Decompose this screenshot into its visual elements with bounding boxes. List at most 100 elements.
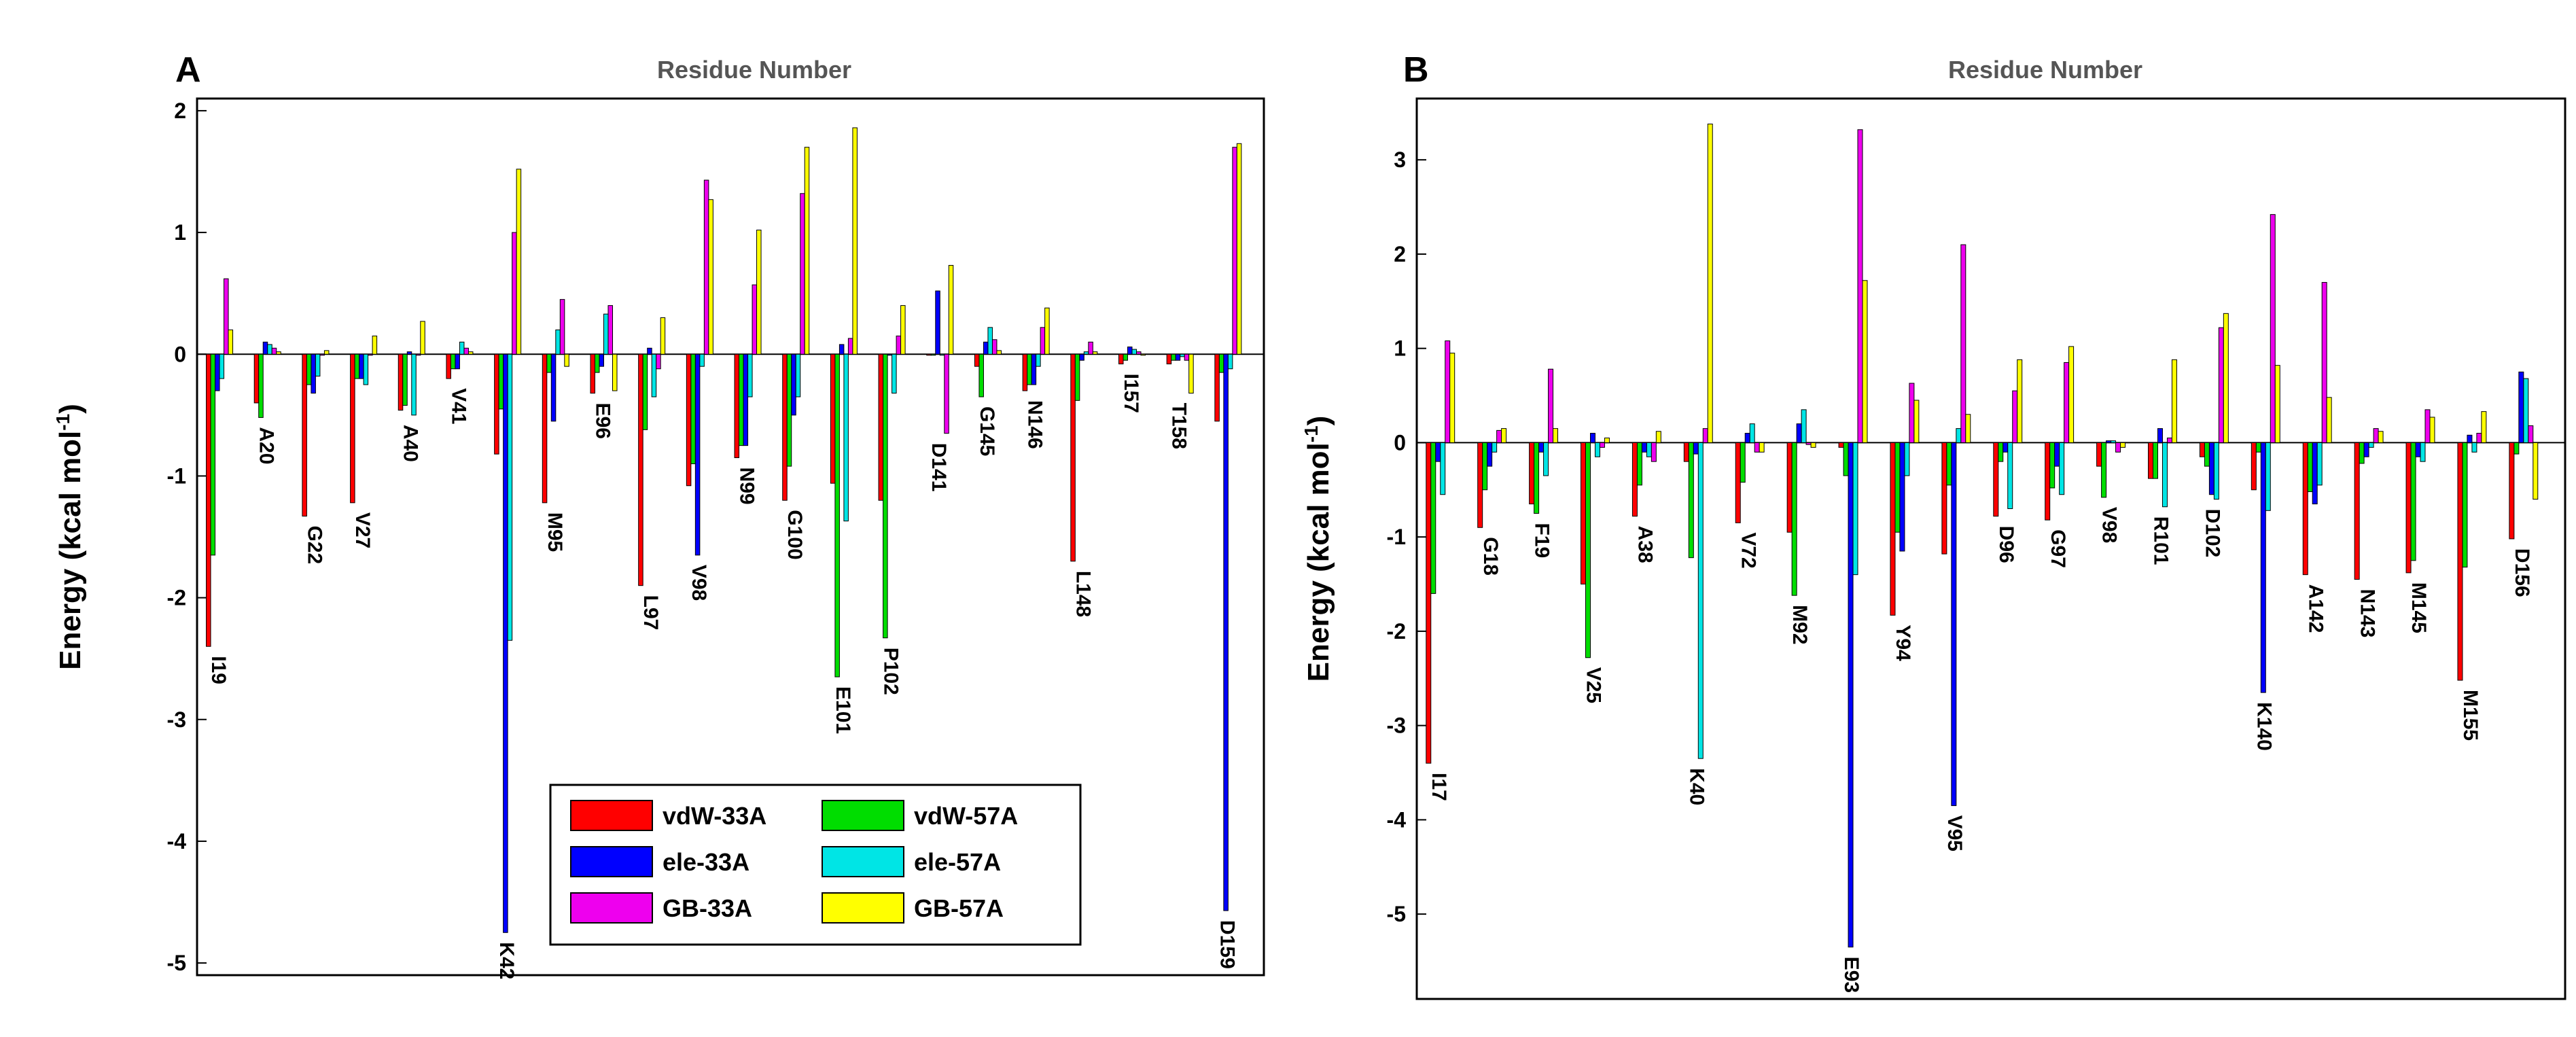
residue-label: E101	[832, 686, 854, 734]
bar-ele-33A-A142	[2312, 442, 2318, 505]
bar-GB-33A-A20	[271, 347, 277, 355]
bar-GB-33A-V25	[1599, 442, 1605, 448]
residue-label: L148	[1072, 571, 1094, 617]
y-tick-label: 0	[174, 342, 186, 366]
bar-vdW-57A-E93	[1843, 442, 1849, 476]
bar-ele-33A-V41	[455, 353, 460, 370]
bar-GB-33A-A38	[1651, 442, 1657, 462]
bar-ele-33A-E101	[839, 344, 845, 355]
bar-ele-57A-A20	[267, 344, 272, 355]
bar-vdW-33A-A38	[1631, 442, 1638, 517]
bar-GB-33A-G97	[2064, 362, 2070, 443]
bar-ele-33A-V72	[1744, 433, 1750, 443]
residue-label: A20	[255, 427, 278, 464]
residue-label: V41	[447, 388, 470, 424]
bar-ele-57A-V98	[2111, 440, 2117, 443]
bar-GB-33A-N146	[1040, 327, 1046, 355]
bar-GB-57A-V98	[2120, 442, 2126, 448]
bar-ele-33A-Y94	[1899, 442, 1905, 552]
bar-vdW-33A-D141	[926, 353, 932, 356]
bar-vdW-33A-P102	[878, 353, 884, 501]
y-tick-label: 0	[1394, 430, 1406, 455]
bar-vdW-33A-K40	[1683, 442, 1689, 462]
y-tick-label: 2	[174, 99, 186, 123]
bar-ele-57A-V72	[1749, 423, 1755, 443]
bar-GB-33A-I17	[1445, 340, 1451, 443]
bar-vdW-33A-V98	[2096, 442, 2102, 467]
bar-ele-33A-E96	[599, 353, 604, 367]
bar-ele-57A-D102	[2213, 442, 2219, 500]
bar-ele-33A-G18	[1487, 442, 1493, 467]
bar-GB-57A-D156	[2533, 442, 2539, 500]
bar-vdW-57A-G100	[786, 353, 792, 467]
bar-ele-57A-V41	[459, 341, 465, 355]
bar-ele-57A-I157	[1131, 349, 1137, 355]
residue-label: G97	[2047, 529, 2069, 568]
bar-GB-57A-L97	[660, 317, 666, 355]
bar-ele-33A-V27	[359, 353, 364, 379]
bar-ele-33A-N146	[1031, 353, 1037, 385]
residue-label: G145	[976, 406, 998, 456]
bar-ele-33A-E93	[1848, 442, 1854, 948]
bar-GB-57A-V27	[372, 335, 378, 355]
y-axis-label: Energy (kcal mol-1)	[1301, 416, 1335, 682]
bar-ele-57A-E101	[843, 353, 849, 522]
bar-ele-57A-E96	[603, 313, 609, 355]
residue-label: I17	[1428, 773, 1450, 801]
bar-GB-57A-I19	[228, 329, 234, 355]
bar-vdW-33A-V25	[1581, 442, 1587, 585]
bar-GB-33A-K42	[512, 232, 517, 355]
bar-ele-33A-G145	[983, 341, 989, 355]
y-tick-label: -4	[1387, 807, 1407, 832]
bar-vdW-57A-A20	[258, 353, 264, 418]
bar-vdW-33A-N99	[734, 353, 740, 459]
y-axis-label-main: Energy (kcal mol	[54, 431, 87, 670]
bar-vdW-33A-E93	[1838, 442, 1844, 448]
bar-GB-33A-M155	[2476, 433, 2482, 443]
bar-vdW-33A-G97	[2045, 442, 2051, 521]
bar-vdW-57A-V25	[1585, 442, 1591, 658]
residue-label: I19	[207, 656, 230, 684]
bar-GB-57A-A142	[2326, 397, 2332, 443]
legend-swatch-ele-57A	[822, 846, 904, 877]
bar-ele-57A-K42	[507, 353, 513, 641]
residue-label: M145	[2407, 582, 2430, 633]
bar-GB-33A-D156	[2528, 425, 2534, 443]
panel-label: A	[175, 50, 201, 90]
bar-GB-57A-A40	[420, 321, 425, 355]
bar-GB-57A-A38	[1655, 431, 1661, 443]
bar-ele-57A-Y94	[1904, 442, 1910, 476]
bar-ele-33A-V25	[1589, 433, 1595, 443]
bar-GB-57A-P102	[900, 305, 906, 355]
bar-ele-33A-N99	[743, 353, 749, 446]
bar-GB-33A-V98	[703, 179, 709, 355]
bar-ele-33A-K140	[2260, 442, 2266, 693]
bar-vdW-57A-D141	[930, 353, 936, 356]
bar-vdW-33A-G22	[302, 353, 307, 517]
bar-ele-33A-I17	[1435, 442, 1441, 462]
bar-vdW-33A-K140	[2251, 442, 2257, 491]
bar-ele-57A-V25	[1594, 442, 1600, 457]
bar-vdW-33A-I157	[1118, 353, 1124, 365]
residue-label: G22	[303, 526, 325, 565]
residue-label: D96	[1995, 526, 2017, 563]
bar-ele-57A-F19	[1543, 442, 1549, 476]
bar-vdW-33A-Y94	[1890, 442, 1896, 616]
bar-GB-57A-N146	[1044, 307, 1050, 355]
axis-title: Residue Number	[657, 56, 851, 84]
bar-ele-33A-V98	[2106, 440, 2112, 443]
bar-vdW-33A-G100	[782, 353, 788, 501]
residue-label: D102	[2202, 509, 2224, 558]
bar-GB-57A-V41	[467, 351, 474, 355]
bar-vdW-33A-V41	[446, 353, 451, 379]
bar-GB-57A-Y94	[1913, 400, 1920, 443]
bar-vdW-33A-D159	[1214, 353, 1220, 422]
residue-label: V98	[688, 565, 710, 601]
bar-GB-33A-G18	[1496, 429, 1502, 443]
bar-vdW-33A-R101	[2148, 442, 2154, 479]
bar-vdW-57A-A40	[402, 353, 408, 406]
bar-ele-33A-G100	[791, 353, 796, 416]
bar-GB-33A-G22	[319, 353, 325, 356]
bar-vdW-33A-A142	[2302, 442, 2308, 576]
